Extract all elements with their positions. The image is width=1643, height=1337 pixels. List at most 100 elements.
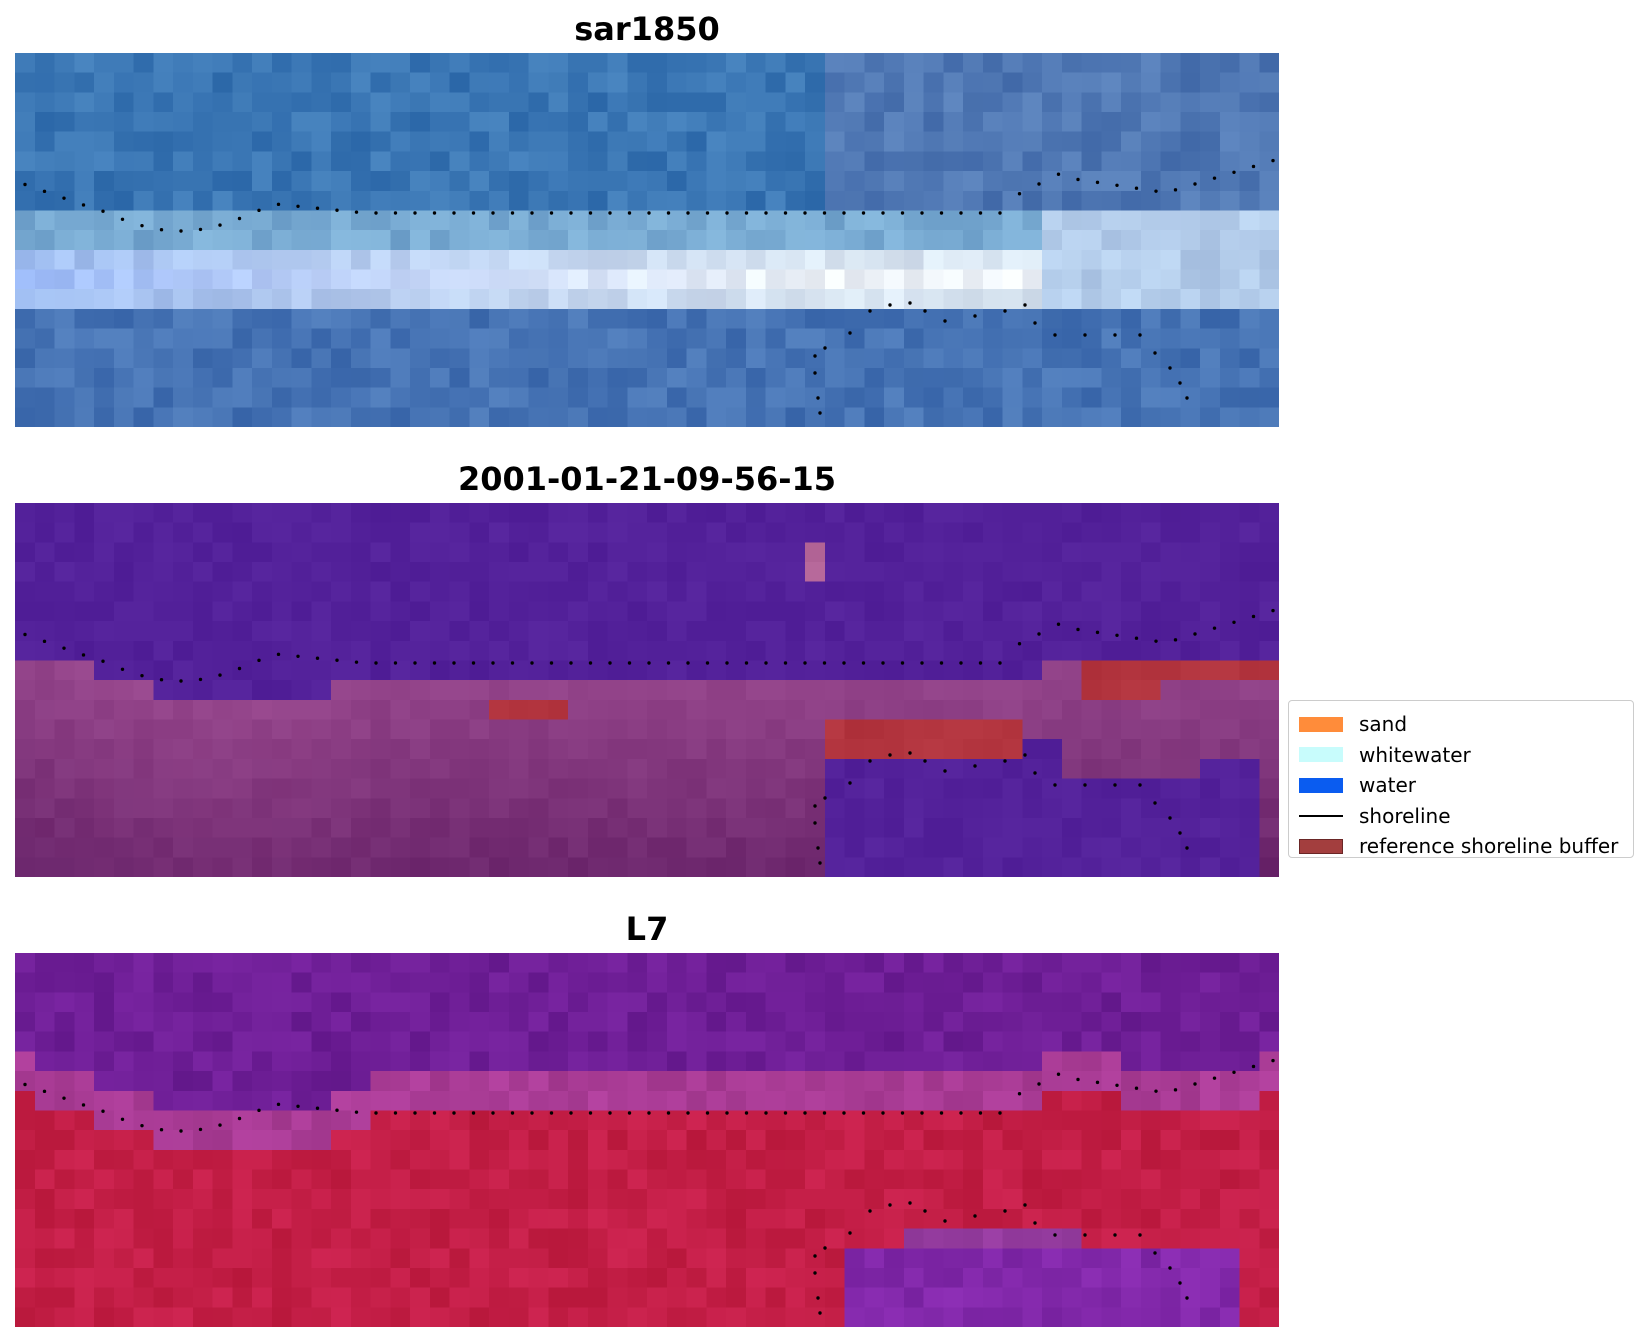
shoreline-point bbox=[432, 1111, 437, 1115]
shoreline-point bbox=[276, 1102, 281, 1107]
shoreline-point bbox=[296, 1104, 300, 1108]
shoreline-point bbox=[471, 661, 476, 665]
shoreline-point bbox=[861, 661, 866, 665]
shoreline-point bbox=[257, 208, 261, 213]
shoreline-point bbox=[978, 211, 983, 215]
shoreline-point bbox=[1076, 177, 1080, 182]
shoreline-point bbox=[1113, 333, 1117, 337]
shoreline-point bbox=[23, 182, 27, 187]
shoreline-point bbox=[842, 211, 846, 215]
shoreline-point bbox=[588, 211, 593, 215]
shoreline-point bbox=[1033, 321, 1037, 325]
shoreline-point bbox=[1271, 1058, 1275, 1063]
shoreline-point bbox=[179, 1129, 183, 1133]
sand-swatch bbox=[1299, 716, 1343, 732]
shoreline-point bbox=[1023, 753, 1027, 757]
shoreline-point bbox=[1083, 1233, 1087, 1237]
shoreline-point bbox=[1251, 164, 1256, 169]
panel-title-date: 2001-01-21-09-56-15 bbox=[457, 460, 837, 498]
shoreline-point bbox=[1178, 831, 1182, 835]
shoreline-point bbox=[140, 223, 144, 228]
shoreline-point bbox=[159, 1128, 164, 1132]
shoreline-point bbox=[315, 656, 320, 660]
shoreline-point bbox=[81, 653, 86, 657]
sar-image-panel bbox=[15, 53, 1279, 427]
shoreline-point bbox=[813, 354, 817, 358]
shoreline-point bbox=[1153, 351, 1157, 355]
shoreline-point bbox=[569, 211, 573, 215]
shoreline-point bbox=[588, 661, 593, 665]
shoreline-point bbox=[803, 211, 807, 215]
shoreline-point bbox=[764, 1111, 768, 1115]
shoreline-line-swatch bbox=[1299, 814, 1343, 817]
shoreline-point bbox=[813, 804, 817, 808]
legend-item-shoreline: shoreline bbox=[1295, 801, 1627, 832]
shoreline-point bbox=[81, 1103, 86, 1107]
water-swatch bbox=[1299, 777, 1343, 793]
shoreline-point bbox=[959, 1111, 963, 1115]
shoreline-point bbox=[1168, 1266, 1172, 1270]
shoreline-point bbox=[140, 1123, 144, 1128]
shoreline-point bbox=[1023, 303, 1027, 307]
shoreline-point bbox=[549, 661, 554, 665]
shoreline-point bbox=[888, 303, 892, 307]
shoreline-point bbox=[1153, 801, 1157, 805]
shoreline-point bbox=[510, 1111, 515, 1115]
shoreline-point bbox=[705, 1111, 710, 1115]
shoreline-point bbox=[822, 211, 827, 215]
shoreline-point bbox=[569, 661, 573, 665]
shoreline-point bbox=[374, 1111, 378, 1115]
shoreline-point bbox=[686, 661, 690, 665]
shoreline-point bbox=[510, 211, 515, 215]
whitewater-swatch bbox=[1299, 747, 1343, 763]
shoreline-point bbox=[900, 211, 905, 215]
shoreline-point bbox=[354, 1110, 359, 1114]
shoreline-point bbox=[1173, 1088, 1178, 1092]
shoreline-point bbox=[101, 659, 105, 663]
shoreline-point bbox=[1154, 189, 1158, 193]
shoreline-point bbox=[452, 211, 456, 215]
shoreline-point bbox=[848, 1231, 852, 1235]
shoreline-point bbox=[159, 228, 164, 232]
shoreline-point bbox=[218, 673, 222, 677]
shoreline-point bbox=[1185, 396, 1189, 400]
shoreline-point bbox=[943, 1219, 947, 1223]
shoreline-point bbox=[1212, 626, 1217, 630]
legend-label: whitewater bbox=[1359, 742, 1471, 767]
shoreline-point bbox=[861, 1111, 866, 1115]
shoreline-point bbox=[1185, 846, 1189, 850]
shoreline-point bbox=[959, 661, 963, 665]
shoreline-point bbox=[816, 1296, 820, 1300]
shoreline-point bbox=[218, 223, 222, 227]
shoreline-point bbox=[1003, 1209, 1007, 1213]
shoreline-point bbox=[1193, 632, 1197, 636]
shoreline-point bbox=[1134, 1086, 1139, 1090]
shoreline-point bbox=[813, 1271, 817, 1275]
shoreline-point bbox=[1271, 158, 1275, 163]
shoreline-point bbox=[803, 661, 807, 665]
shoreline-point bbox=[393, 211, 398, 215]
shoreline-point bbox=[1056, 1072, 1061, 1076]
shoreline-point bbox=[939, 1111, 944, 1115]
shoreline-point bbox=[764, 211, 768, 215]
shoreline-point bbox=[822, 1111, 827, 1115]
shoreline-point bbox=[1113, 1233, 1117, 1237]
shoreline-point bbox=[647, 211, 651, 215]
shoreline-point bbox=[62, 1096, 66, 1100]
shoreline-point bbox=[296, 204, 300, 208]
legend-label: reference shoreline buffer bbox=[1359, 834, 1619, 859]
shoreline-point bbox=[1168, 366, 1172, 370]
shoreline-point bbox=[1053, 1233, 1057, 1237]
shoreline-point bbox=[237, 666, 242, 671]
shoreline-point bbox=[998, 661, 1002, 665]
shoreline-point bbox=[686, 211, 690, 215]
shoreline-point bbox=[374, 661, 378, 665]
shoreline-point bbox=[868, 759, 872, 763]
shoreline-point bbox=[413, 211, 417, 215]
shoreline-point bbox=[101, 1109, 105, 1113]
shoreline-point bbox=[1033, 1221, 1037, 1225]
shoreline-point bbox=[888, 1203, 892, 1207]
shoreline-point bbox=[705, 661, 710, 665]
shoreline-point bbox=[908, 1201, 912, 1205]
shoreline-point bbox=[1076, 627, 1080, 632]
